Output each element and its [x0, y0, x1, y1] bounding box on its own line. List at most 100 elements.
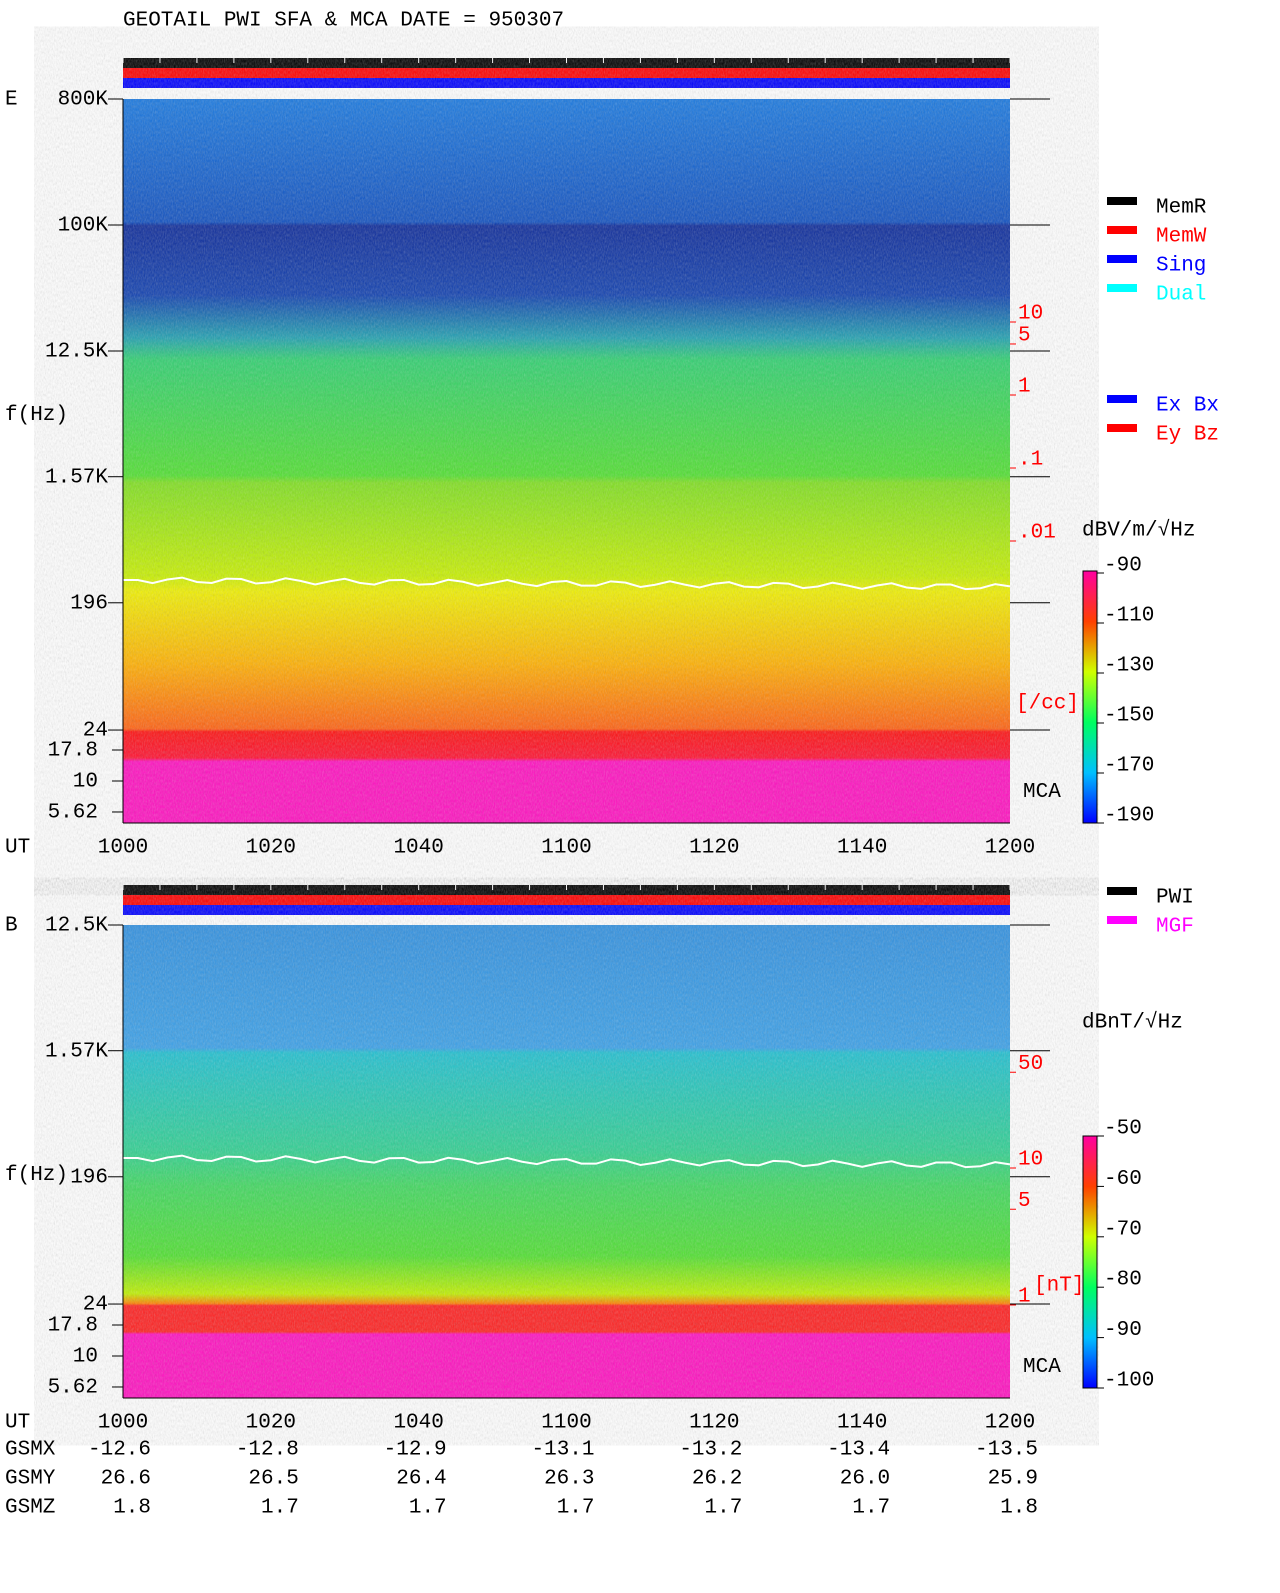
- orbit-value: 1.7: [705, 1497, 743, 1520]
- status-bar: [123, 905, 1010, 915]
- colorbar-tick-label: -130: [1104, 655, 1154, 678]
- mca-tick-label: 17.8: [48, 740, 98, 763]
- x-tick-label: 1000: [98, 837, 148, 860]
- legend-swatch: [1107, 887, 1137, 895]
- mca-tick-label: 5.62: [48, 1377, 98, 1400]
- plasma-line: [123, 576, 1011, 591]
- status-bar: [123, 78, 1010, 88]
- axis-label: f(Hz): [5, 404, 68, 427]
- colorbar-tick-label: -80: [1104, 1269, 1142, 1292]
- legend-swatch: [1107, 916, 1137, 924]
- colorbar-unit: dBnT/√Hz: [1082, 1011, 1183, 1035]
- density-tick-label: .1: [1018, 449, 1043, 472]
- component-label: E: [5, 89, 18, 112]
- mca-tick-label: 5.62: [48, 802, 98, 825]
- colorbar: [1082, 1135, 1098, 1389]
- density-tick-label: 10: [1018, 303, 1043, 326]
- legend-label: MemW: [1156, 226, 1207, 249]
- y-tick-label: 12.5K: [45, 341, 108, 364]
- legend-label: PWI: [1156, 887, 1194, 910]
- legend-label: MGF: [1156, 916, 1194, 939]
- title: GEOTAIL PWI SFA & MCA DATE = 950307: [123, 10, 564, 33]
- orbit-label: GSMY: [5, 1468, 56, 1491]
- colorbar-tick-label: -50: [1104, 1118, 1142, 1141]
- colorbar-tick-label: -100: [1104, 1370, 1154, 1393]
- colorbar-tick-label: -90: [1104, 1319, 1142, 1342]
- mca-tick-label: 17.8: [48, 1315, 98, 1338]
- y-tick-label: 12.5K: [45, 915, 108, 938]
- density-unit: [/cc]: [1016, 693, 1079, 716]
- density-unit: [nT]: [1034, 1275, 1084, 1298]
- x-tick-label: 1200: [985, 1412, 1035, 1435]
- y-tick-label: 24: [83, 720, 108, 743]
- orbit-value: 1.8: [113, 1497, 151, 1520]
- colorbar-tick-label: -150: [1104, 705, 1154, 728]
- mca-label: MCA: [1023, 781, 1061, 804]
- component-label: B: [5, 915, 18, 938]
- y-tick-label: 1.57K: [45, 1040, 108, 1063]
- colorbar-tick-label: -90: [1104, 555, 1142, 578]
- x-tick-label: 1100: [541, 837, 591, 860]
- orbit-value: -13.4: [827, 1439, 890, 1462]
- colorbar-unit: dBV/m/√Hz: [1082, 519, 1195, 543]
- mca-tick-label: 10: [73, 771, 98, 794]
- y-tick-label: 24: [83, 1294, 108, 1317]
- legend-swatch: [1107, 284, 1137, 292]
- orbit-value: 26.0: [840, 1468, 890, 1491]
- x-tick-label: 1020: [246, 1412, 296, 1435]
- orbit-value: 26.4: [396, 1468, 446, 1491]
- legend-swatch: [1107, 424, 1137, 432]
- legend-label: Ex Bx: [1156, 395, 1219, 418]
- density-tick-label: 50: [1018, 1053, 1043, 1076]
- legend-swatch: [1107, 255, 1137, 263]
- mca-label: MCA: [1023, 1356, 1061, 1379]
- density-tick-label: 5: [1018, 1190, 1031, 1213]
- mca-tick-label: 10: [73, 1346, 98, 1369]
- density-tick-label: 5: [1018, 325, 1031, 348]
- orbit-value: 26.3: [544, 1468, 594, 1491]
- legend-label: MemR: [1156, 197, 1207, 220]
- x-tick-label: 1120: [689, 1412, 739, 1435]
- orbit-label: GSMX: [5, 1439, 56, 1462]
- legend-label: Dual: [1156, 284, 1206, 307]
- orbit-value: -12.6: [88, 1439, 151, 1462]
- orbit-value: 1.8: [1000, 1497, 1038, 1520]
- colorbar-tick-label: -60: [1104, 1168, 1142, 1191]
- orbit-value: 1.7: [557, 1497, 595, 1520]
- orbit-value: -12.8: [236, 1439, 299, 1462]
- orbit-value: 26.6: [101, 1468, 151, 1491]
- legend-swatch: [1107, 226, 1137, 234]
- colorbar-tick-label: -190: [1104, 805, 1154, 828]
- density-tick-label: .01: [1018, 522, 1056, 545]
- panels: Ef(Hz)800K100K12.5K1.57K1962417.8105.62M…: [5, 58, 1219, 1520]
- colorbar-tick-label: -170: [1104, 755, 1154, 778]
- y-tick-label: 100K: [58, 215, 109, 238]
- legend-label: Ey Bz: [1156, 424, 1219, 447]
- x-tick-label: 1200: [985, 837, 1035, 860]
- legend-label: Sing: [1156, 255, 1206, 278]
- status-bar: [123, 68, 1010, 78]
- orbit-value: 26.2: [692, 1468, 742, 1491]
- density-tick-label: 1: [1018, 376, 1031, 399]
- y-tick-label: 196: [70, 592, 108, 615]
- status-bar: [123, 895, 1010, 905]
- spectrogram-texture: [123, 99, 1010, 823]
- orbit-value: 25.9: [988, 1468, 1038, 1491]
- x-tick-label: 1140: [837, 837, 887, 860]
- x-tick-label: 1140: [837, 1412, 887, 1435]
- orbit-value: 1.7: [409, 1497, 447, 1520]
- spectrogram-texture: [123, 925, 1010, 1398]
- colorbar-tick-label: -110: [1104, 605, 1154, 628]
- orbit-value: -13.5: [975, 1439, 1038, 1462]
- axis-label: f(Hz): [5, 1164, 68, 1187]
- axis-label: UT: [5, 1412, 30, 1435]
- axis-label: UT: [5, 837, 30, 860]
- x-tick-label: 1120: [689, 837, 739, 860]
- colorbar-tick-label: -70: [1104, 1218, 1142, 1241]
- orbit-value: 26.5: [248, 1468, 298, 1491]
- orbit-value: 1.7: [852, 1497, 890, 1520]
- orbit-value: -13.2: [679, 1439, 742, 1462]
- orbit-value: -12.9: [384, 1439, 447, 1462]
- y-tick-label: 800K: [58, 89, 109, 112]
